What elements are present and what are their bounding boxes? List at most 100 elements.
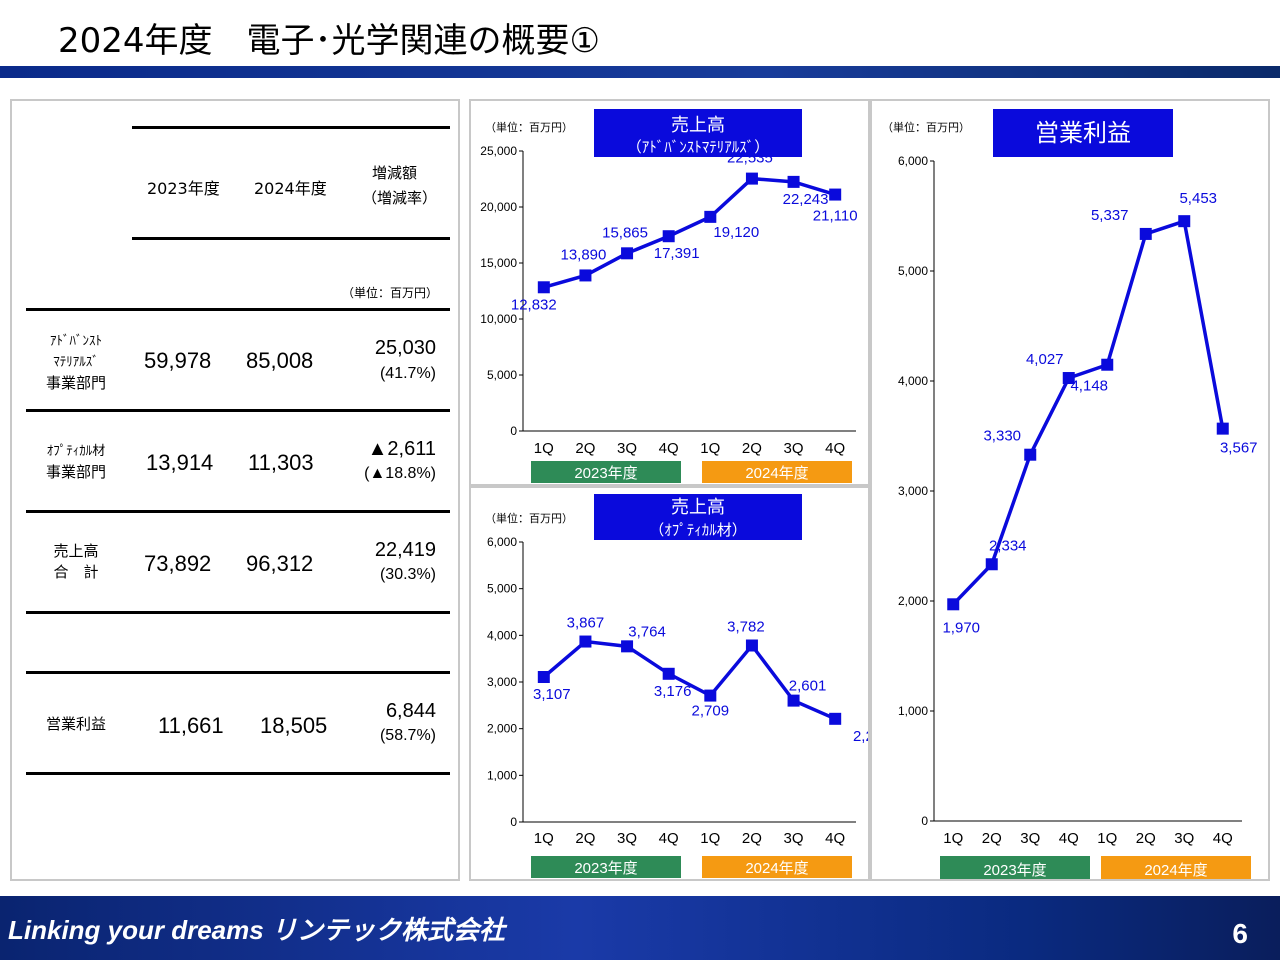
- chart-title: 営業利益: [1035, 120, 1131, 147]
- x-tick-label: 2Q: [742, 830, 762, 847]
- data-point: [829, 188, 842, 201]
- footer-bar: Linking your dreams リンテック株式会社 6: [0, 896, 1280, 960]
- table-rule: [26, 671, 450, 674]
- data-label: 3,107: [533, 686, 571, 703]
- sales-total-diff: 22,419: [374, 539, 436, 561]
- data-label: 13,890: [560, 246, 606, 263]
- row-label-optical-materials: ｵﾌﾟﾃｨｶﾙ材 事業部門: [45, 444, 106, 481]
- data-point: [745, 639, 758, 652]
- data-point: [1101, 358, 1114, 371]
- advanced-materials-rate: (41.7%): [379, 365, 436, 382]
- y-tick-label: 5,000: [487, 582, 517, 596]
- chart-unit-label: （単位：百万円）: [882, 120, 970, 134]
- table-rule: [26, 611, 450, 614]
- data-point: [985, 558, 998, 571]
- chart-title-box: [594, 494, 802, 540]
- page-number: 6: [1232, 918, 1248, 949]
- table-rule: [132, 126, 450, 129]
- operating-income-diff: 6,844: [385, 700, 436, 722]
- y-tick-label: 3,000: [898, 484, 928, 498]
- data-label: 12,832: [511, 296, 557, 313]
- row-label-advanced-materials: ｱﾄﾞﾊﾞﾝｽﾄ ﾏﾃﾘｱﾙｽﾞ 事業部門: [45, 334, 106, 392]
- data-point: [745, 172, 758, 185]
- header-diff: 増減額: [372, 164, 418, 182]
- table-rule: [132, 237, 450, 240]
- y-tick-label: 20,000: [480, 200, 517, 214]
- data-label: 3,867: [567, 615, 605, 632]
- table-rule: [26, 772, 450, 775]
- x-tick-label: 2Q: [1136, 830, 1156, 847]
- x-tick-label: 1Q: [700, 830, 720, 847]
- data-point: [947, 598, 960, 611]
- fiscal-year-band: [940, 856, 1090, 879]
- y-tick-label: 10,000: [480, 312, 517, 326]
- x-tick-label: 3Q: [617, 830, 637, 847]
- data-point: [621, 247, 634, 260]
- data-label: 5,453: [1179, 190, 1217, 207]
- data-point: [579, 269, 592, 282]
- data-point: [662, 667, 675, 680]
- fiscal-year-label: 2024年度: [1144, 862, 1207, 879]
- fiscal-year-band: [1101, 856, 1251, 879]
- x-tick-label: 1Q: [700, 440, 720, 457]
- x-tick-label: 1Q: [534, 440, 554, 457]
- chart-panel-operating-income: （単位：百万円） 営業利益 0 1,000 2,000 3,000 4,000 5,000 6,…: [870, 99, 1270, 881]
- data-label: 1,970: [942, 619, 980, 636]
- title-underline: [0, 66, 1280, 78]
- optical-materials-rate: (▲18.8%): [364, 465, 436, 482]
- sales-total-rate: (30.3%): [379, 566, 436, 583]
- data-label: 4,027: [1026, 351, 1064, 368]
- series-line: [543, 176, 836, 289]
- header-2023: 2023年度: [147, 179, 220, 198]
- y-tick-label: 4,000: [898, 374, 928, 388]
- data-point: [1062, 372, 1075, 385]
- fiscal-year-label: 2024年度: [745, 860, 808, 877]
- y-tick-label: 2,000: [898, 594, 928, 608]
- y-tick-label: 3,000: [487, 675, 517, 689]
- data-label: 21,110: [813, 208, 858, 225]
- fiscal-year-band: [702, 856, 852, 878]
- unit-note: （単位：百万円）: [342, 286, 439, 300]
- x-tick-label: 1Q: [1097, 830, 1117, 847]
- operating-income-2024: 18,505: [260, 713, 328, 738]
- x-tick-label: 3Q: [1174, 830, 1194, 847]
- operating-income-chart: （単位：百万円） 営業利益 0 1,000 2,000 3,000 4,000 5,000 6,…: [882, 109, 1258, 879]
- y-tick-label: 6,000: [487, 535, 517, 549]
- y-tick-label: 5,000: [898, 264, 928, 278]
- fiscal-year-band: [531, 856, 681, 878]
- data-label: 22,535: [727, 150, 773, 167]
- data-label: 22,243: [783, 191, 829, 208]
- sales-total-2023: 73,892: [144, 551, 212, 576]
- header-2024: 2024年度: [254, 179, 327, 198]
- chart-title-box: [993, 109, 1173, 157]
- data-point: [1139, 227, 1152, 240]
- data-label: 3,176: [654, 683, 692, 700]
- data-label: 17,391: [654, 245, 700, 262]
- x-tick-label: 4Q: [659, 830, 679, 847]
- data-point: [579, 635, 592, 648]
- x-tick-label: 2Q: [575, 830, 595, 847]
- fiscal-year-band: [702, 461, 852, 483]
- sales-total-2024: 96,312: [246, 551, 314, 576]
- data-point: [1178, 215, 1191, 228]
- x-tick-label: 4Q: [825, 830, 845, 847]
- data-point: [1024, 448, 1037, 461]
- advanced-materials-diff: 25,030: [374, 337, 436, 359]
- y-tick-label: 2,000: [487, 722, 517, 736]
- operating-income-rate: (58.7%): [379, 727, 436, 744]
- data-label: 3,567: [1220, 440, 1258, 457]
- x-tick-label: 4Q: [1059, 830, 1079, 847]
- table-rule: [26, 308, 450, 311]
- chart-title: 売上高: [671, 115, 725, 135]
- y-tick-label: 0: [510, 424, 517, 438]
- x-tick-label: 2Q: [742, 440, 762, 457]
- data-point: [829, 712, 842, 725]
- row-label-sales-total: 売上高 合 計: [53, 542, 99, 581]
- chart-subtitle: （ｵﾌﾟﾃｨｶﾙ材）: [649, 522, 747, 539]
- x-tick-label: 3Q: [617, 440, 637, 457]
- y-tick-label: 1,000: [487, 768, 517, 782]
- company-brand: Linking your dreams リンテック株式会社: [8, 915, 505, 945]
- header-rate: （増減率）: [362, 189, 438, 207]
- data-label: 15,865: [602, 224, 648, 241]
- fiscal-year-label: 2024年度: [745, 465, 808, 482]
